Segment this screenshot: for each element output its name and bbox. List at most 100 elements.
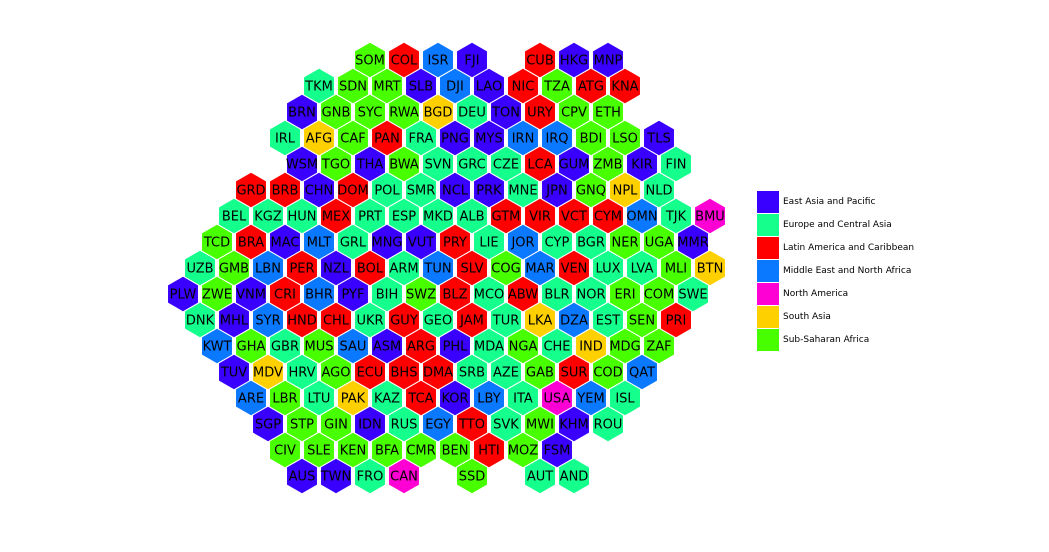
hex-label: WSM (286, 158, 318, 173)
hex-tile (559, 302, 589, 338)
hex-label: LTU (308, 392, 331, 407)
hex-label: ITA (513, 392, 533, 407)
hex-label: EST (596, 314, 620, 329)
hex-cell-ind: IND (576, 328, 606, 364)
hex-cell-lby: LBY (474, 380, 504, 416)
hex-label: DNK (186, 314, 215, 329)
hex-cell-cri: CRI (270, 276, 300, 312)
hex-tile (440, 328, 470, 364)
hex-label: CMR (406, 444, 435, 459)
hex-cell-tca: TCA (406, 380, 436, 416)
hex-tile (253, 250, 283, 286)
hex-tile (610, 224, 640, 260)
hex-label: VUT (408, 236, 434, 251)
hex-cell-khm: KHM (559, 406, 589, 442)
hex-tile (338, 380, 368, 416)
hex-cell-mne: MNE (508, 172, 538, 208)
hex-label: HND (287, 314, 317, 329)
hex-cell-uga: UGA (644, 224, 674, 260)
hex-label: DMA (423, 366, 453, 381)
hex-label: TUV (220, 366, 247, 381)
hex-label: SYC (358, 106, 383, 121)
hex-tile (542, 120, 572, 156)
hex-tile (661, 146, 691, 182)
hex-tile (576, 380, 606, 416)
hex-tile (440, 224, 470, 260)
hex-cell-aus: AUS (287, 458, 317, 494)
hex-label: BDI (580, 132, 603, 147)
hex-label: MYS (475, 132, 502, 147)
hex-tile (627, 302, 657, 338)
hex-tile (440, 276, 470, 312)
hex-cell-mac: MAC (270, 224, 300, 260)
hex-label: SAU (340, 340, 367, 355)
hex-cell-bel: BEL (219, 198, 249, 234)
hex-cell-bra: BRA (236, 224, 266, 260)
hex-cell-ton: TON (491, 94, 521, 130)
hex-tile (491, 250, 521, 286)
hex-label: DEU (458, 106, 486, 121)
hex-cell-eth: ETH (593, 94, 623, 130)
hex-tile (542, 380, 572, 416)
hex-tile (372, 380, 402, 416)
hex-label: USA (544, 392, 571, 407)
hex-cell-gab: GAB (525, 354, 555, 390)
hex-cell-mng: MNG (371, 224, 403, 260)
hex-cell-deu: DEU (457, 94, 487, 130)
hex-cell-stp: STP (287, 406, 317, 442)
hex-label: QAT (629, 366, 655, 381)
hex-tile (389, 406, 419, 442)
hex-label: LSO (612, 132, 638, 147)
hex-label: NZL (323, 262, 350, 277)
hex-tile (389, 146, 419, 182)
hex-label: PHL (443, 340, 469, 355)
hex-cell-mmr: MMR (677, 224, 709, 260)
hex-cell-mkd: MKD (423, 198, 453, 234)
hex-tile (474, 328, 504, 364)
hex-cell-vut: VUT (406, 224, 436, 260)
hex-tile (355, 250, 385, 286)
hex-label: CHN (305, 184, 334, 199)
hex-cell-zmb: ZMB (593, 146, 623, 182)
hex-cell-cyp: CYP (542, 224, 572, 260)
hex-label: BRA (238, 236, 264, 251)
hex-cell-sur: SUR (559, 354, 589, 390)
hex-cell-tcd: TCD (202, 224, 232, 260)
hex-cell-hti: HTI (474, 432, 504, 468)
hex-cell-pan: PAN (372, 120, 402, 156)
hex-cell-pol: POL (372, 172, 402, 208)
hex-tile (185, 250, 215, 286)
hex-label: RWA (389, 106, 419, 121)
legend: East Asia and Pacific Europe and Central … (757, 190, 914, 351)
hex-tile (593, 406, 623, 442)
hex-label: TLS (646, 132, 670, 147)
hex-cell-arm: ARM (389, 250, 419, 286)
legend-swatch (757, 236, 779, 259)
legend-item-lac: Latin America and Caribbean (757, 236, 914, 259)
hex-label: ATG (578, 80, 604, 95)
hex-cell-swz: SWZ (406, 276, 436, 312)
hex-cell-kgz: KGZ (253, 198, 283, 234)
hex-cell-lva: LVA (627, 250, 657, 286)
hex-label: SLE (307, 444, 331, 459)
hex-tile (389, 42, 419, 78)
hex-cell-syr: SYR (253, 302, 283, 338)
hex-cell-uzb: UZB (185, 250, 215, 286)
hex-cell-dom: DOM (337, 172, 369, 208)
hex-label: AFG (306, 132, 332, 147)
hex-tile (610, 68, 640, 104)
hex-label: BGR (577, 236, 605, 251)
hex-tile (593, 94, 623, 130)
hex-label: JOR (510, 236, 534, 251)
hex-label: IDN (358, 418, 382, 433)
hex-cell-col: COL (389, 42, 419, 78)
hex-label: BWA (389, 158, 419, 173)
hex-tile (338, 224, 368, 260)
hex-cell-bfa: BFA (372, 432, 402, 468)
hex-label: MDA (474, 340, 504, 355)
hex-cell-jor: JOR (508, 224, 538, 260)
hex-cell-aut: AUT (525, 458, 555, 494)
hex-tile (491, 354, 521, 390)
hex-cell-sau: SAU (338, 328, 368, 364)
hex-tile (321, 94, 351, 130)
